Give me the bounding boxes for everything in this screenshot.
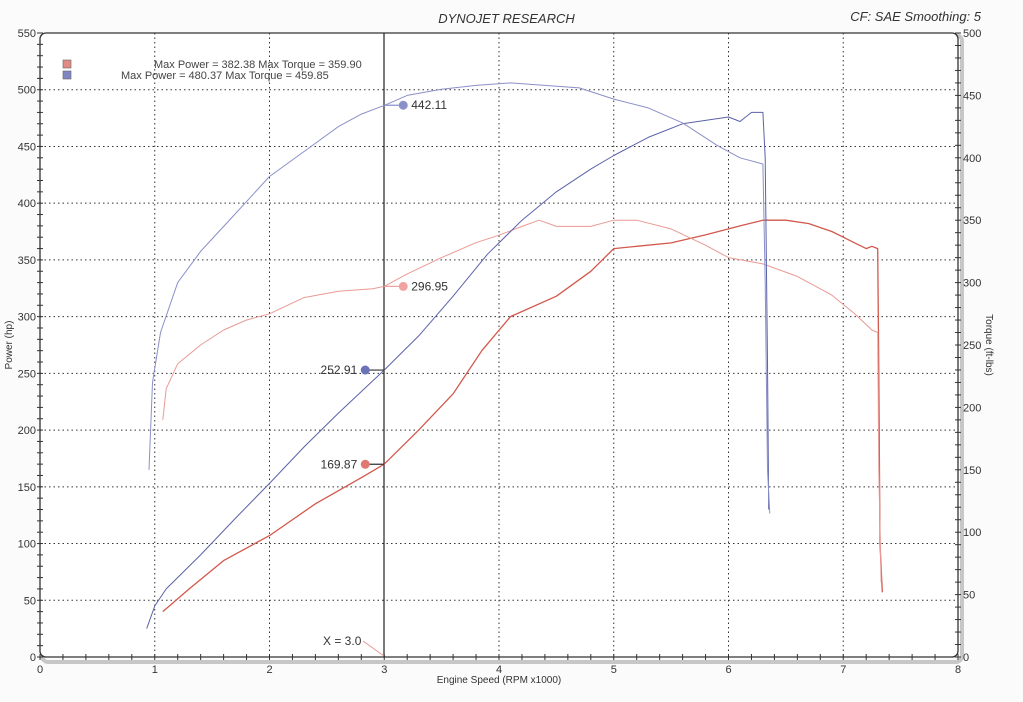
grid-lines [40,33,958,657]
marker-value: 252.91 [321,363,358,377]
y2-axis-title: Torque (ft-lbs) [983,314,994,376]
y-tick-label: 0 [30,652,36,664]
run2-torque-line [148,82,771,514]
marker-dot[interactable] [360,459,370,469]
marker-dot[interactable] [398,100,408,110]
x-tick-label: 4 [496,664,502,676]
y2-tick-label: 150 [963,465,981,477]
legend-swatch [62,59,72,69]
y-axis-title: Power (hp) [4,321,15,370]
y-tick-label: 150 [18,482,36,494]
correction-settings: CF: SAE Smoothing: 5 [850,9,981,24]
cursor-label: X = 3.0 [323,634,362,648]
legend: Max Power = 382.38 Max Torque = 359.90Ma… [62,59,362,82]
legend-swatch [62,70,72,80]
x-tick-label: 2 [266,664,272,676]
tick-labels: 0 1 2 3 4 5 6 7 80501001502002503003504004505005… [18,28,982,676]
y2-tick-label: 500 [963,28,981,40]
y-tick-label: 500 [18,85,36,97]
marker-dot[interactable] [360,365,370,375]
x-tick-label: 5 [611,664,617,676]
y2-tick-label: 100 [963,527,981,539]
y-tick-label: 100 [18,539,36,551]
x-tick-label: 6 [725,664,731,676]
series-lines [146,82,883,629]
cursor-label-leader [362,640,385,657]
y2-tick-label: 400 [963,153,981,165]
y-tick-label: 50 [24,595,36,607]
y-tick-label: 200 [18,425,36,437]
run1-torque-line [162,219,882,583]
value-markers: 442.11 296.95 252.91 169.87 [321,98,449,471]
marker-value: 296.95 [411,279,448,293]
marker-dot[interactable] [398,281,408,291]
y2-tick-label: 50 [963,590,975,602]
x-tick-label: 1 [152,664,158,676]
x-axis-title: Engine Speed (RPM x1000) [437,675,562,686]
y2-tick-label: 350 [963,215,981,227]
y2-tick-label: 250 [963,340,981,352]
x-tick-label: 3 [381,664,387,676]
y-tick-label: 400 [18,198,36,210]
y-tick-label: 350 [18,255,36,267]
legend-entry: Max Power = 382.38 Max Torque = 359.90 [154,59,362,71]
y-tick-label: 450 [18,141,36,153]
y-tick-label: 550 [18,28,36,40]
y-tick-label: 250 [18,368,36,380]
x-tick-label: 8 [955,664,961,676]
x-tick-label: 7 [840,664,846,676]
y-tick-label: 300 [18,312,36,324]
y2-tick-label: 200 [963,402,981,414]
legend-entry: Max Power = 480.37 Max Torque = 459.85 [121,70,329,82]
y2-tick-label: 450 [963,90,981,102]
x-tick-label: 0 [37,664,43,676]
run1-power-line [162,219,883,613]
chart-title: DYNOJET RESEARCH [438,11,575,26]
y2-tick-label: 0 [963,652,969,664]
marker-value: 169.87 [321,457,358,471]
axis-ticks [37,32,961,660]
marker-value: 442.11 [411,98,447,112]
y2-tick-label: 300 [963,278,981,290]
run2-power-line [146,111,770,629]
